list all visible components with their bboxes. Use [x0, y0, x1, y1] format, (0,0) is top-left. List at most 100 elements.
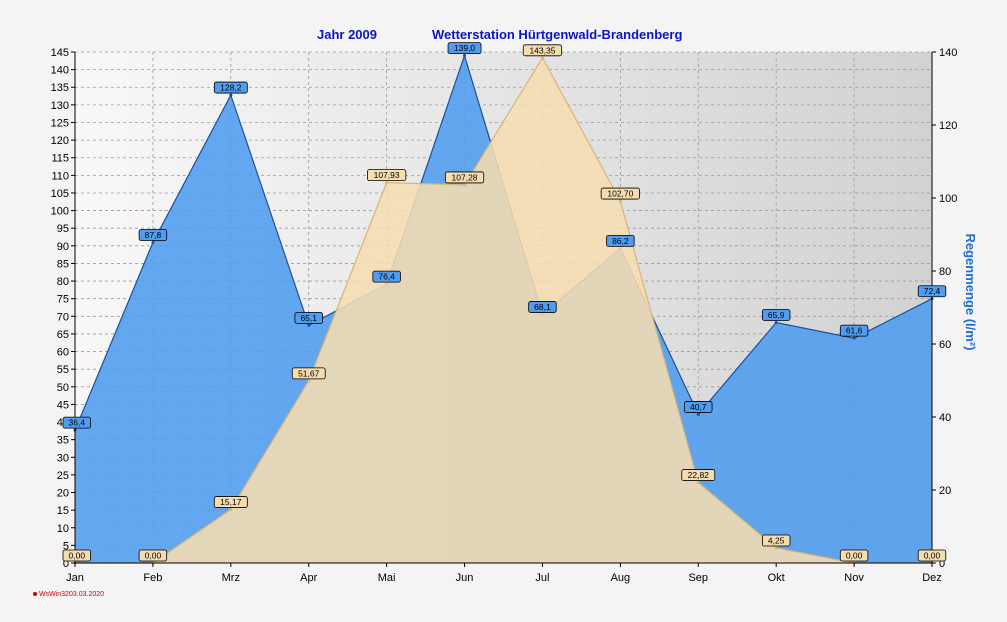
footer-software: WsWin32 [39, 591, 69, 598]
right-tick-label: 20 [939, 485, 951, 497]
right-tick-label: 0 [939, 558, 945, 570]
right-tick-label: 120 [939, 120, 957, 132]
x-tick-label: Jun [456, 572, 474, 584]
data-point [852, 336, 856, 340]
data-point [774, 546, 778, 550]
left-tick-label: 140 [51, 65, 69, 77]
left-tick-label: 60 [57, 347, 69, 359]
data-label-box [294, 311, 323, 324]
data-label: 61,6 [846, 326, 863, 336]
left-tick-label: 105 [51, 188, 69, 200]
left-tick-label: 15 [57, 505, 69, 517]
data-label-box [138, 229, 168, 241]
left-tick-label: 95 [57, 223, 69, 235]
data-label-box [684, 401, 713, 413]
data-label: 68,1 [534, 302, 551, 312]
left-tick-label: 130 [51, 100, 69, 112]
x-tick-label: Okt [768, 572, 785, 584]
chart-title-station: Wetterstation Hürtgenwald-Brandenberg [432, 27, 682, 42]
x-tick-label: Mai [378, 572, 396, 584]
right-axis-label: Regenmenge (l/m²) [963, 233, 978, 350]
x-tick-label: Apr [300, 572, 317, 584]
footer-credit: WsWin32 03.03.2020 [33, 591, 104, 598]
data-label: 76,4 [378, 272, 395, 282]
data-label-box [62, 416, 92, 429]
x-tick-label: Jul [535, 572, 549, 584]
data-label-box [917, 549, 947, 562]
right-tick-label: 40 [939, 412, 951, 424]
left-tick-label: 65 [57, 329, 69, 341]
left-tick-label: 120 [51, 135, 69, 147]
footer-date: 03.03.2020 [69, 591, 104, 598]
left-tick-label: 30 [57, 452, 69, 464]
x-tick-label: Nov [844, 572, 864, 584]
chart-title-year: Jahr 2009 [317, 27, 377, 42]
data-label-box [291, 367, 326, 380]
left-tick-label: 85 [57, 258, 69, 270]
data-label-box [367, 169, 407, 182]
left-tick-label: 125 [51, 117, 69, 129]
data-point [540, 56, 544, 60]
data-labels: 36,4 87,8 128,2 65,1 76,4 139,0 68,1 86,2 40,7 65… [62, 42, 947, 562]
left-tick-label: 70 [57, 311, 69, 323]
data-label: 102,70 [607, 189, 633, 199]
left-tick-label: 10 [57, 523, 69, 535]
x-tick-label: Sep [688, 572, 708, 584]
data-label-box [213, 496, 248, 508]
x-tick-label: Aug [611, 572, 631, 584]
data-label-box [761, 309, 791, 321]
data-label-box [444, 171, 485, 184]
data-point [307, 379, 311, 383]
data-label-box [600, 187, 640, 200]
left-tick-label: 5 [63, 540, 69, 552]
data-label: 15,17 [220, 497, 242, 507]
left-tick-label: 90 [57, 241, 69, 253]
data-point [385, 181, 389, 185]
data-label: 87,8 [145, 230, 162, 240]
right-tick-label: 140 [939, 47, 957, 59]
data-label-box [522, 44, 563, 57]
data-point [307, 323, 311, 327]
data-point [151, 241, 155, 245]
left-tick-label: 45 [57, 399, 69, 411]
data-label: 65,1 [300, 313, 317, 323]
data-point [696, 412, 700, 416]
data-label: 107,28 [452, 172, 478, 182]
data-point [463, 183, 467, 187]
left-tick-label: 110 [51, 170, 69, 182]
axes [74, 52, 933, 564]
left-tick-label: 0 [63, 558, 69, 570]
data-label-box [839, 549, 869, 562]
data-label-box [606, 234, 635, 247]
data-label-box [917, 285, 947, 298]
data-label: 51,67 [298, 368, 320, 378]
data-label: 107,93 [374, 170, 400, 180]
left-tick-label: 145 [51, 47, 69, 59]
data-label-box [213, 81, 248, 94]
left-tick-label: 20 [57, 488, 69, 500]
tick-labels: 0 5 10 15 20 25 30 35 40 45 50 55 60 65 70 75 80 85 90 95 10… [51, 47, 958, 584]
left-tick-label: 55 [57, 364, 69, 376]
data-label: 36,4 [69, 418, 86, 428]
data-label: 139,0 [454, 43, 476, 53]
x-tick-label: Jan [66, 572, 84, 584]
data-label: 40,7 [690, 402, 707, 412]
data-label: 0,00 [145, 551, 162, 561]
data-label: 0,00 [69, 551, 86, 561]
data-point [463, 54, 467, 58]
credit-dot-icon [33, 592, 37, 596]
data-label-box [62, 549, 92, 562]
left-tick-label: 75 [57, 294, 69, 306]
right-tick-label: 60 [939, 339, 951, 351]
right-tick-label: 80 [939, 266, 951, 278]
x-tick-label: Mrz [222, 572, 240, 584]
data-label: 0,00 [924, 551, 941, 561]
data-label: 4,25 [768, 536, 785, 546]
data-label: 128,2 [220, 83, 242, 93]
data-label: 86,2 [612, 236, 629, 246]
right-tick-label: 100 [939, 193, 957, 205]
left-tick-label: 135 [51, 82, 69, 94]
data-label: 143,35 [529, 45, 555, 55]
data-point [696, 481, 700, 485]
